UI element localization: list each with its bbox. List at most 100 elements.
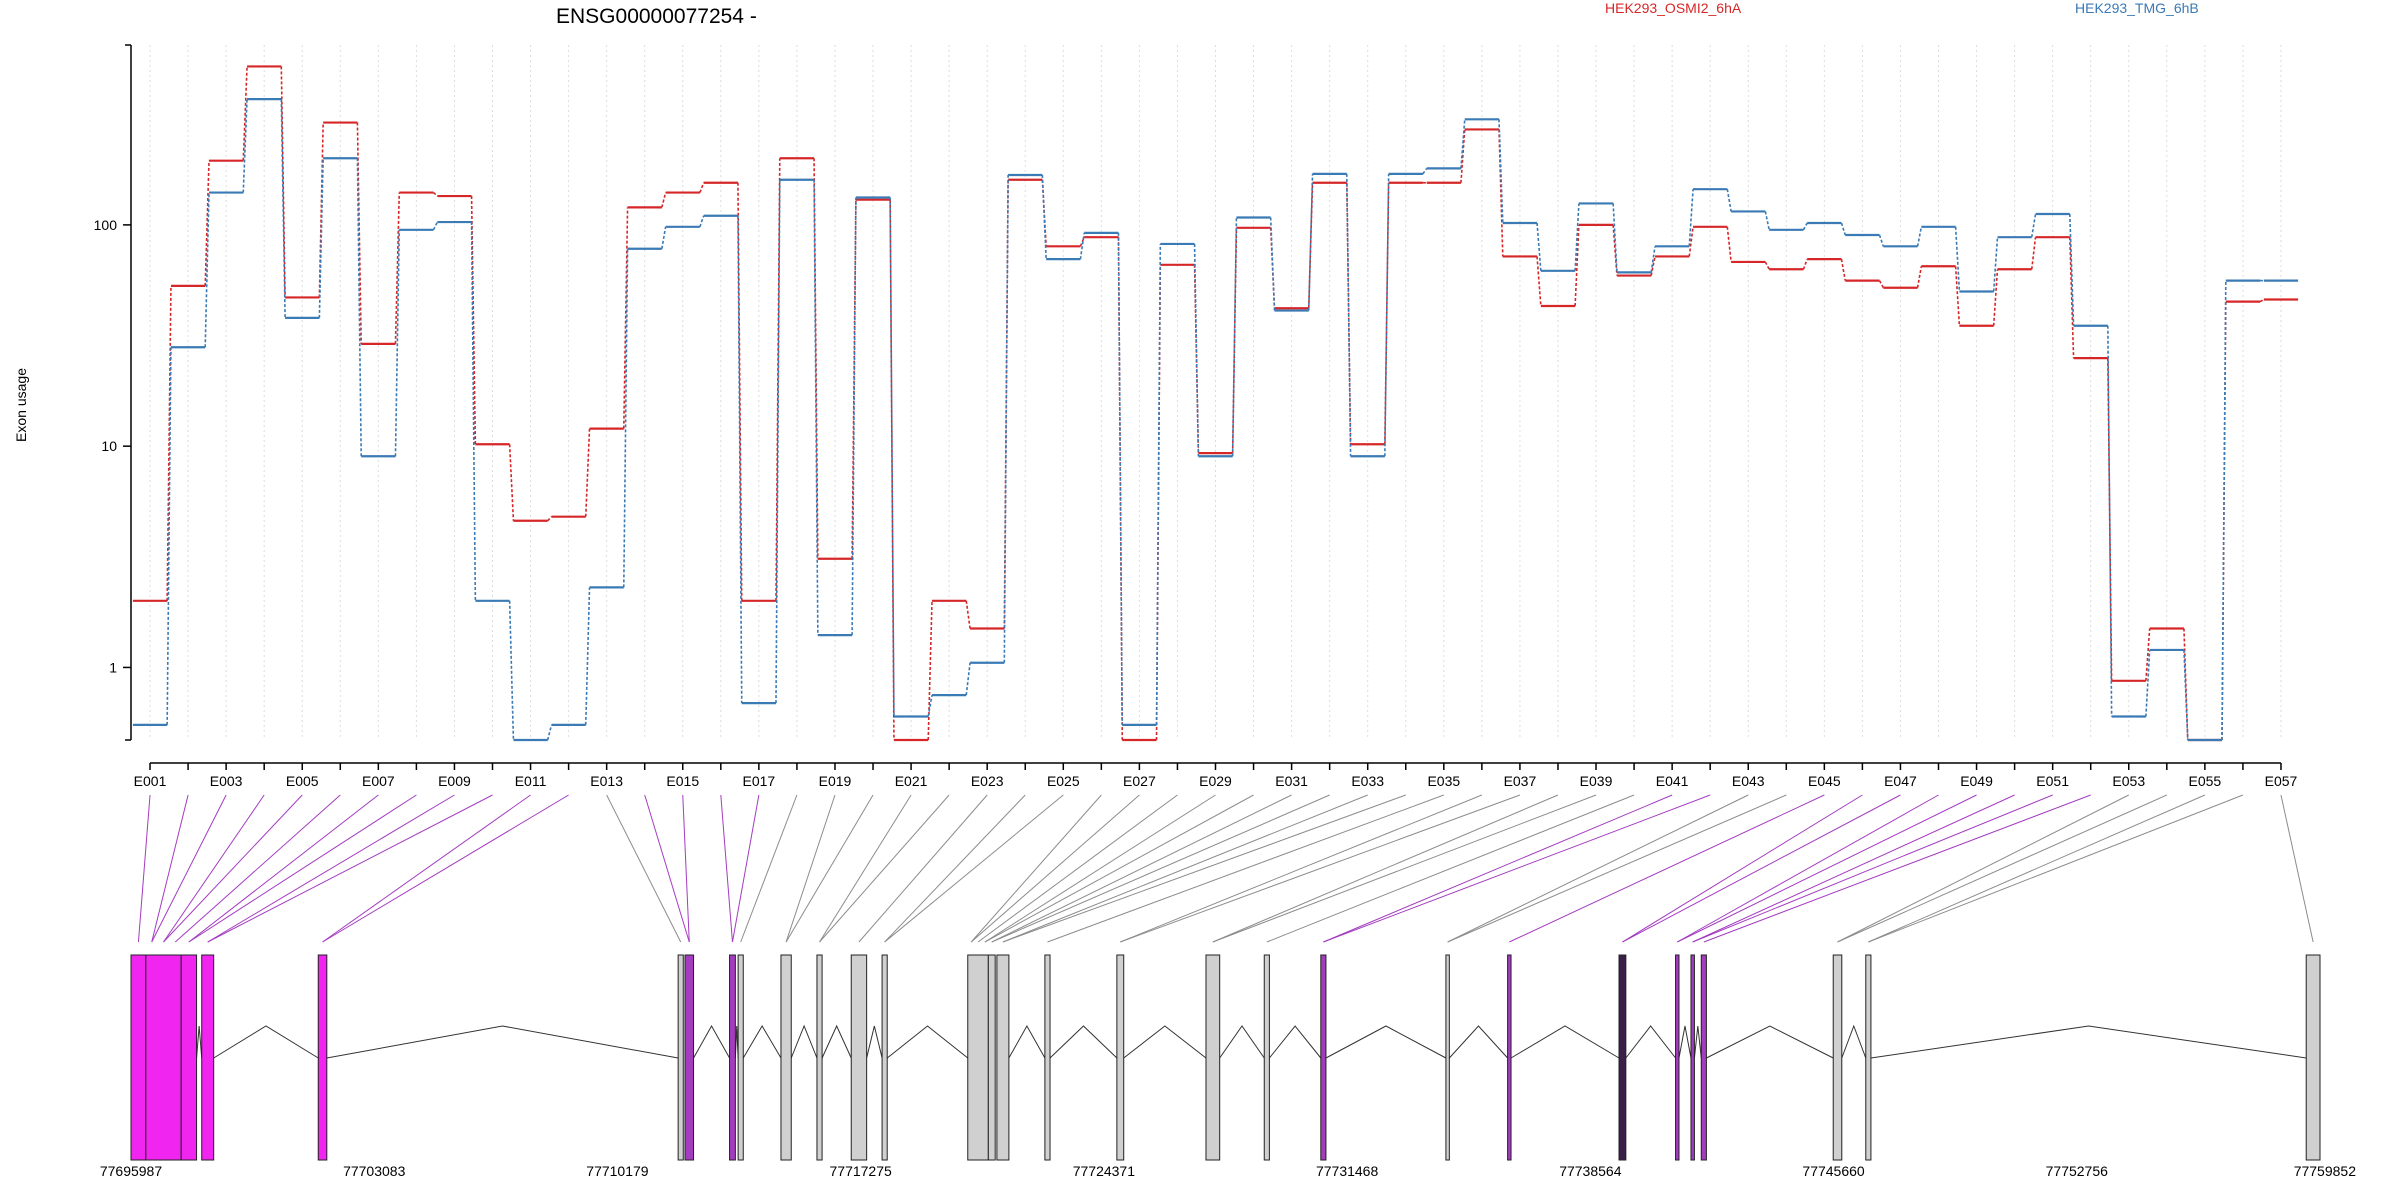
exon-connector — [1120, 794, 1521, 943]
series-connector — [1878, 234, 1885, 247]
exon-connector — [1266, 794, 1635, 943]
exon-connector — [1837, 794, 2168, 943]
exon-label: E031 — [1275, 773, 1308, 789]
intron-line — [326, 1025, 679, 1059]
series-connector — [1726, 189, 1732, 212]
exon-block — [684, 954, 695, 1161]
intron-line — [886, 1025, 969, 1059]
exon-connector — [1677, 794, 1977, 943]
series-connector — [775, 179, 781, 704]
series-connector — [851, 197, 857, 636]
series-connector — [1954, 266, 1961, 326]
exon-label: E045 — [1808, 773, 1841, 789]
series-connector — [927, 600, 933, 741]
y-axis: 1 10 100 — [94, 44, 132, 741]
x-axis: E001 E003 E005 E007 E009 E011 E013 E015 E017 E019… — [134, 762, 2298, 789]
intron-line — [1870, 1025, 2307, 1059]
series-connector — [318, 158, 324, 318]
genomic-coordinate-label: 77752756 — [2046, 1163, 2109, 1179]
series-connector — [1992, 269, 1999, 326]
exon-label: E047 — [1884, 773, 1917, 789]
exon-label: E019 — [819, 773, 852, 789]
exon-block — [1116, 954, 1125, 1161]
exon-block — [1445, 954, 1450, 1161]
exon-connector — [1692, 794, 2053, 943]
exon-connector — [137, 794, 151, 943]
exon-connector — [1323, 794, 1673, 943]
exon-connector — [785, 794, 874, 943]
exon-connector — [1692, 794, 2015, 943]
series-connector — [1269, 217, 1276, 311]
series-connector — [508, 600, 515, 741]
genomic-coordinate-label: 77745660 — [1802, 1163, 1865, 1179]
y-tick-label: 10 — [101, 438, 117, 454]
series-connector — [661, 192, 667, 208]
exon-label: E057 — [2265, 773, 2298, 789]
series-connector — [1650, 256, 1656, 276]
exon-block — [1675, 954, 1680, 1161]
series-connector — [661, 226, 667, 249]
intron-line — [1325, 1025, 1447, 1059]
exon-label: E003 — [210, 773, 243, 789]
series-connector — [1840, 222, 1847, 236]
series-connector — [1422, 167, 1428, 175]
exon-block — [1700, 954, 1707, 1161]
series-connector — [1079, 236, 1085, 247]
exon-connector — [322, 794, 569, 943]
exon-label: E013 — [590, 773, 623, 789]
exon-block — [881, 954, 888, 1161]
exon-block — [1865, 954, 1872, 1161]
intron-line — [1706, 1025, 1834, 1059]
series-connector — [584, 587, 591, 725]
series-connector — [1193, 243, 1200, 457]
series-connector — [699, 215, 705, 228]
exon-block — [996, 954, 1010, 1161]
genomic-coordinate-label: 77710179 — [586, 1163, 649, 1179]
intron-line — [693, 1024, 730, 1059]
exon-label: E015 — [666, 773, 699, 789]
exon-connector — [163, 794, 303, 943]
intron-line — [1678, 1025, 1692, 1059]
exon-block — [967, 954, 989, 1161]
grid-lines — [149, 45, 2282, 740]
series-connector — [1155, 243, 1162, 725]
exon-connector — [977, 794, 1178, 943]
exon-connector — [720, 794, 733, 943]
chart-title: ENSG00000077254 - — [556, 5, 757, 28]
exon-label: E037 — [1504, 773, 1537, 789]
series-connector — [508, 444, 515, 521]
exon-connector — [991, 794, 1330, 943]
genomic-coordinate-label: 77759852 — [2294, 1163, 2357, 1179]
exon-connector — [1868, 794, 2244, 943]
series-connector — [1460, 129, 1466, 183]
series-connector — [699, 182, 705, 193]
legend-entry-tmg: HEK293_TMG_6hB — [2075, 0, 2199, 16]
intron-line — [742, 1025, 782, 1059]
exon-connector — [970, 794, 1140, 943]
exon-block — [1263, 954, 1270, 1161]
exon-block — [1044, 954, 1051, 1161]
exon-connector — [1447, 794, 1749, 943]
series-connector — [2030, 213, 2037, 238]
exon-connector — [682, 794, 690, 943]
series-connector — [1307, 173, 1314, 311]
series-connector — [1536, 222, 1542, 271]
series-connector — [813, 158, 819, 559]
series-connector — [1688, 189, 1694, 247]
exon-block — [130, 954, 147, 1161]
series-connector — [1345, 173, 1352, 457]
exon-block — [850, 954, 868, 1161]
series-connector — [1498, 119, 1504, 224]
intron-line — [790, 1024, 818, 1059]
exon-connector — [2280, 794, 2314, 943]
exon-block — [780, 954, 792, 1161]
exon-label: E009 — [438, 773, 471, 789]
series-connector — [1878, 280, 1885, 289]
exon-connector — [991, 794, 1292, 943]
intron-line — [821, 1024, 852, 1059]
exon-block — [1205, 954, 1221, 1161]
exon-label: E049 — [1960, 773, 1993, 789]
series-connector — [1650, 246, 1656, 273]
exon-connector — [188, 794, 379, 943]
intron-line — [1008, 1024, 1046, 1059]
